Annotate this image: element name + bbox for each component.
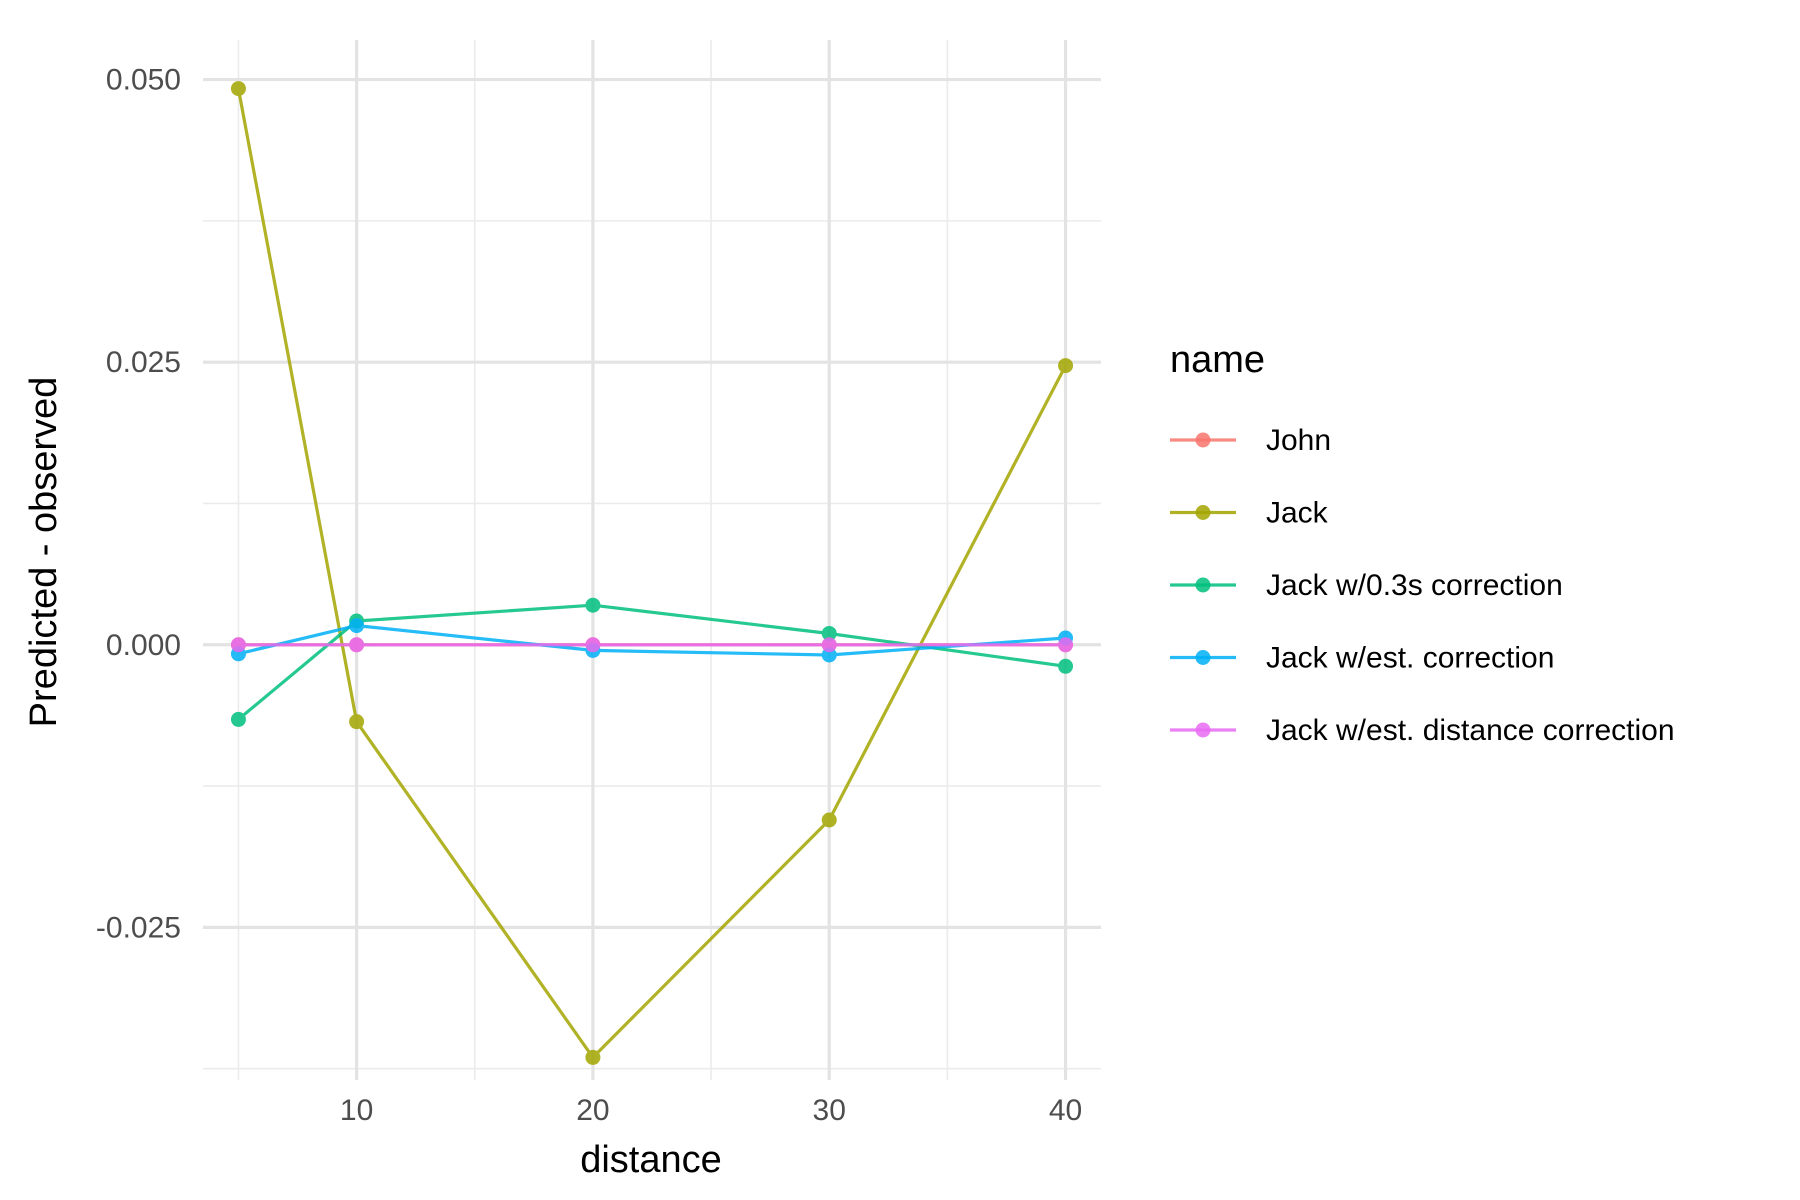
data-point [585,1049,601,1065]
data-point [1058,358,1074,374]
legend-item: Jack [1170,497,1329,530]
x-tick-label: 40 [1049,1094,1082,1127]
legend-key-point [1195,722,1211,738]
data-point [585,637,601,653]
x-tick-label: 10 [340,1094,373,1127]
legend-label: John [1266,424,1331,457]
data-point [821,812,837,828]
legend-item: Jack w/0.3s correction [1170,569,1563,602]
minor-gridlines [203,40,1101,1080]
legend-label: Jack w/0.3s correction [1266,569,1563,602]
data-point [230,637,246,653]
x-axis-tick-labels: 10 20 30 40 [340,1094,1082,1127]
data-point [1058,637,1074,653]
y-tick-label: 0.000 [106,629,181,662]
legend-title: name [1170,339,1265,381]
y-tick-label: 0.025 [106,346,181,379]
x-tick-label: 20 [576,1094,609,1127]
data-point [349,714,365,730]
data-point [585,597,601,613]
legend-label: Jack [1266,497,1329,530]
legend-item: Jack w/est. correction [1170,642,1554,675]
legend-key-point [1195,432,1211,448]
x-axis-title: distance [580,1139,722,1181]
data-point [349,618,365,634]
series-layer [230,81,1074,1065]
data-point [1058,658,1074,674]
y-axis-tick-labels: -0.025 0.000 0.025 0.050 [96,64,181,945]
legend-item: Jack w/est. distance correction [1170,714,1675,747]
series-jack [230,81,1074,1065]
series-jack-w-est-distance-correction [230,637,1074,653]
legend-item: John [1170,424,1331,457]
x-tick-label: 30 [813,1094,846,1127]
series-line [236,88,1068,1060]
y-tick-label: -0.025 [96,911,181,944]
data-point [349,637,365,653]
data-point [230,711,246,727]
legend-key-point [1195,650,1211,665]
data-point [821,625,837,641]
y-tick-label: 0.050 [106,64,181,97]
legend-label: Jack w/est. correction [1266,642,1554,675]
legend: name John Jack Jack w/0.3s correction Jack … [1170,339,1675,747]
legend-key-point [1195,577,1211,593]
data-point [821,637,837,653]
legend-label: Jack w/est. distance correction [1266,714,1675,747]
major-gridlines [203,40,1101,1080]
legend-key-point [1195,505,1211,520]
y-axis-title: Predicted - observed [23,377,65,728]
data-point [230,81,246,97]
